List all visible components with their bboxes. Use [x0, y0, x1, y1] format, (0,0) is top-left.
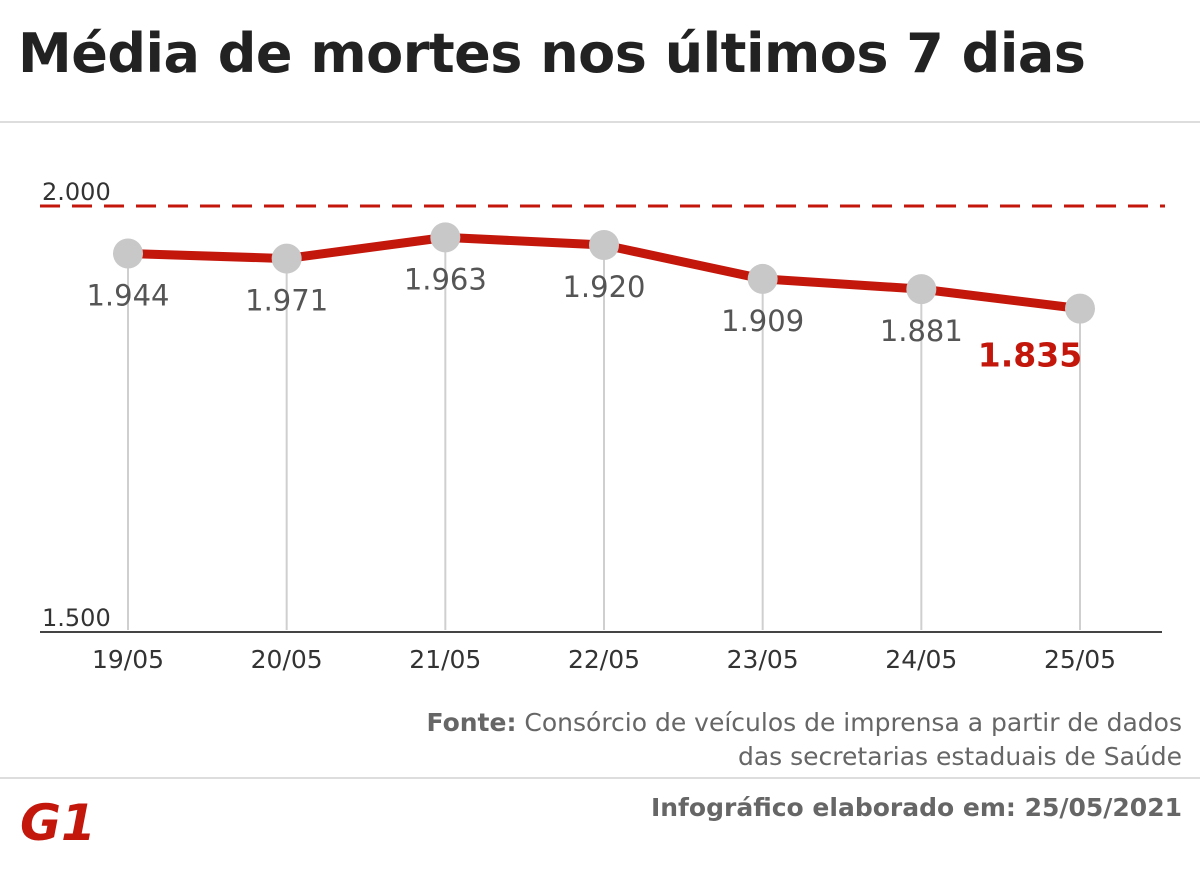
data-label: 1.920	[562, 270, 645, 304]
divider-top	[0, 121, 1200, 123]
data-label: 1.881	[880, 314, 963, 348]
data-label: 1.963	[404, 262, 487, 296]
data-labels: 1.944 1.971 1.963 1.920 1.909 1.881 1.835	[86, 262, 1082, 374]
g1-logo-icon: G1	[20, 798, 92, 844]
chart-title: Média de mortes nos últimos 7 dias	[18, 22, 1086, 85]
data-label: 1.944	[86, 278, 169, 312]
source-note: Fonte: Consórcio de veículos de imprensa…	[422, 706, 1183, 774]
highlight-data-label: 1.835	[978, 336, 1082, 375]
x-tick-label: 22/05	[568, 645, 640, 674]
footer-date: Infográfico elaborado em: 25/05/2021	[650, 793, 1182, 822]
data-point	[271, 243, 302, 274]
x-tick-label: 19/05	[92, 645, 164, 674]
x-tick-label: 24/05	[885, 645, 957, 674]
source-text: Consórcio de veículos de imprensa a part…	[524, 708, 1182, 771]
x-tick-label: 21/05	[409, 645, 481, 674]
y-tick-label: 2.000	[42, 178, 111, 206]
data-point	[589, 230, 619, 261]
divider-bottom	[0, 777, 1200, 779]
data-label: 1.909	[721, 304, 804, 338]
data-points	[113, 222, 1095, 324]
grid-lines	[127, 237, 1081, 630]
logo-text: G1	[20, 798, 92, 844]
data-point	[747, 263, 778, 294]
data-point	[1065, 293, 1095, 324]
data-point	[430, 222, 461, 253]
x-tick-label: 20/05	[251, 645, 323, 674]
x-tick-label: 25/05	[1044, 645, 1116, 674]
data-point	[906, 274, 937, 305]
line-chart: 1.500 2.000 19/05 20/05 21/05 22/05 23/05 24/05…	[40, 178, 1165, 674]
axes: 1.500 2.000 19/05 20/05 21/05 22/05 23/05 24/05…	[40, 178, 1165, 674]
x-tick-label: 23/05	[727, 645, 799, 674]
data-label: 1.971	[245, 284, 328, 318]
source-prefix: Fonte:	[426, 708, 517, 737]
y-tick-label: 1.500	[42, 604, 111, 632]
data-point	[113, 238, 143, 269]
